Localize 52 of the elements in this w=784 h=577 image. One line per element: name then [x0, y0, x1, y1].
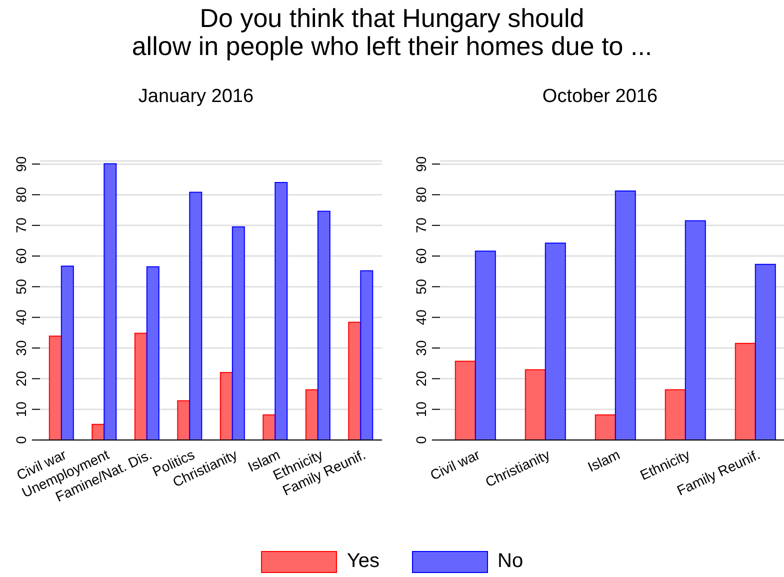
y-tick-label: 70 [413, 217, 429, 234]
x-tick-label: Civil war [428, 446, 483, 484]
y-tick-label: 70 [13, 217, 29, 234]
bar [274, 182, 288, 440]
bar [305, 389, 318, 440]
y-tick-label: 40 [413, 309, 429, 326]
bar [134, 332, 148, 440]
bar [524, 369, 546, 440]
y-tick-label: 90 [13, 156, 29, 172]
bar [684, 220, 706, 440]
y-tick-label: 20 [13, 370, 29, 386]
y-tick-label: 30 [13, 340, 29, 356]
chart-title: Do you think that Hungary should allow in people who left their homes due to ... [130, 3, 654, 61]
y-tick-label: 10 [413, 401, 429, 418]
bar [48, 336, 62, 440]
chart-subtitle: January 2016 [137, 86, 255, 108]
y-tick-label: 80 [13, 186, 29, 203]
bar [614, 190, 636, 440]
y-tick-label: 40 [13, 309, 29, 326]
y-tick-label: 50 [13, 278, 29, 294]
y-tick-label: 0 [13, 436, 29, 444]
bar [734, 342, 756, 440]
bar [544, 242, 566, 440]
y-tick-label: 60 [413, 248, 429, 264]
bar [348, 322, 362, 440]
y-tick-label: 30 [413, 340, 429, 356]
legend-label: Yes [346, 550, 380, 573]
bar [189, 192, 202, 440]
bar [232, 226, 245, 440]
bar [754, 264, 776, 440]
y-tick-label: 60 [13, 248, 29, 264]
y-tick-label: 50 [413, 278, 429, 294]
bar [454, 360, 476, 440]
legend-label: No [498, 550, 524, 573]
bar [104, 163, 117, 440]
bar [360, 270, 374, 440]
y-tick-label: 90 [413, 156, 429, 172]
bar [177, 400, 190, 440]
bar [474, 250, 496, 440]
y-tick-label: 80 [413, 186, 429, 203]
bar [220, 372, 233, 440]
bar [60, 266, 74, 440]
bar [262, 414, 276, 440]
y-tick-label: 0 [413, 436, 429, 444]
bar [317, 210, 330, 440]
y-tick-label: 10 [13, 401, 29, 418]
bar [664, 389, 686, 440]
chart-subtitle: October 2016 [541, 86, 659, 108]
y-tick-label: 20 [413, 370, 429, 386]
x-tick-label: Islam [585, 446, 622, 475]
bar [146, 266, 160, 440]
bar [594, 414, 616, 440]
